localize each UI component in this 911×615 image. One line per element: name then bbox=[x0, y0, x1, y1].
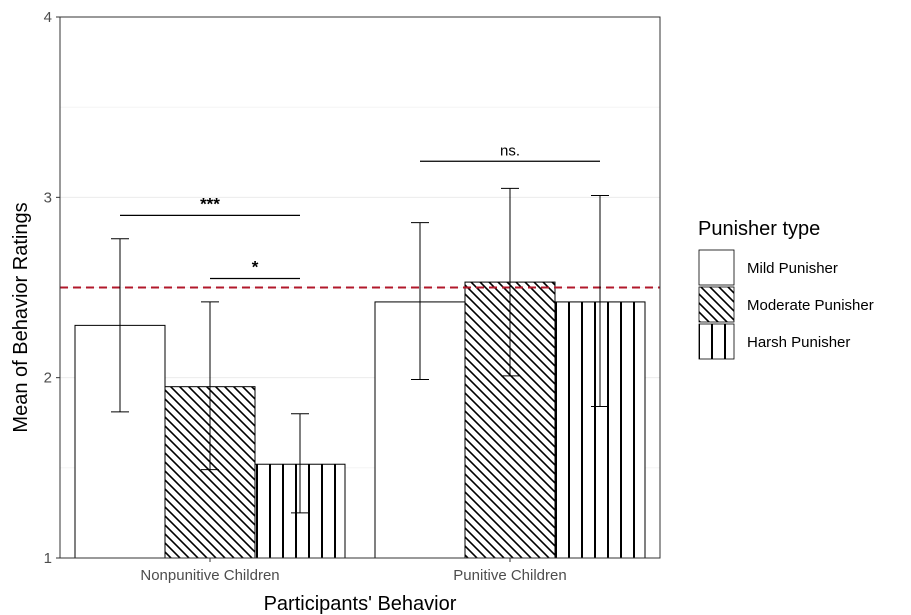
legend-label: Harsh Punisher bbox=[747, 334, 850, 351]
x-axis-title: Participants' Behavior bbox=[264, 593, 457, 615]
legend-key bbox=[698, 286, 735, 323]
legend-item: Harsh Punisher bbox=[698, 323, 850, 360]
legend-item: Moderate Punisher bbox=[698, 286, 874, 323]
legend-key bbox=[698, 323, 735, 360]
error-bar bbox=[591, 195, 609, 408]
x-tick-label: Nonpunitive Children bbox=[140, 567, 279, 584]
legend: Punisher type Mild Punisher Moderate Puni… bbox=[698, 218, 874, 360]
y-axis-ticks: 1 2 3 4 bbox=[44, 9, 60, 567]
legend-title: Punisher type bbox=[698, 218, 820, 240]
error-bar bbox=[291, 413, 309, 514]
legend-label: Moderate Punisher bbox=[747, 297, 874, 314]
error-bar bbox=[111, 238, 129, 413]
significance-label: *** bbox=[200, 194, 220, 213]
error-bar bbox=[501, 187, 519, 377]
y-axis-title: Mean of Behavior Ratings bbox=[10, 202, 32, 432]
y-tick-label: 2 bbox=[44, 370, 52, 387]
legend-item: Mild Punisher bbox=[698, 249, 838, 286]
error-bars bbox=[111, 187, 609, 514]
y-tick-label: 4 bbox=[44, 9, 52, 26]
significance-label: ns. bbox=[500, 142, 520, 159]
significance-annotations: ****ns. bbox=[120, 142, 600, 280]
y-tick-label: 3 bbox=[44, 189, 52, 206]
legend-label: Mild Punisher bbox=[747, 260, 838, 277]
panel-border bbox=[59, 16, 661, 559]
error-bar bbox=[411, 222, 429, 380]
significance-label: * bbox=[252, 257, 259, 276]
legend-key bbox=[698, 249, 735, 286]
y-tick-label: 1 bbox=[44, 550, 52, 567]
x-tick-label: Punitive Children bbox=[453, 567, 566, 584]
x-axis-ticks: Nonpunitive Children Punitive Children bbox=[140, 558, 567, 584]
error-bar bbox=[201, 301, 219, 471]
bars bbox=[74, 281, 646, 559]
